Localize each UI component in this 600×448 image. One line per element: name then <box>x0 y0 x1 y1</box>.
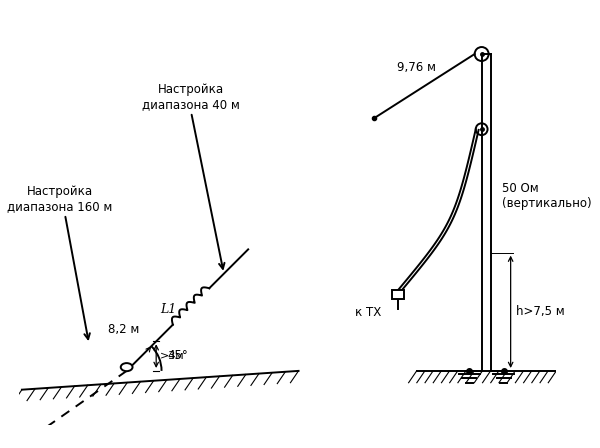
Text: 50 Ом
(вертикально): 50 Ом (вертикально) <box>502 182 591 211</box>
Text: к ТХ: к ТХ <box>355 306 382 319</box>
Text: >3м: >3м <box>160 351 184 361</box>
Bar <box>392 290 404 299</box>
Text: 45°: 45° <box>167 349 188 362</box>
Text: 8,2 м: 8,2 м <box>108 323 140 336</box>
Text: 9,76 м: 9,76 м <box>397 61 436 74</box>
Text: Настройка
диапазона 160 м: Настройка диапазона 160 м <box>7 185 112 213</box>
Ellipse shape <box>121 363 133 371</box>
Text: h>7,5 м: h>7,5 м <box>516 305 565 319</box>
Text: Настройка
диапазона 40 м: Настройка диапазона 40 м <box>142 83 240 111</box>
Text: L1: L1 <box>160 303 176 316</box>
